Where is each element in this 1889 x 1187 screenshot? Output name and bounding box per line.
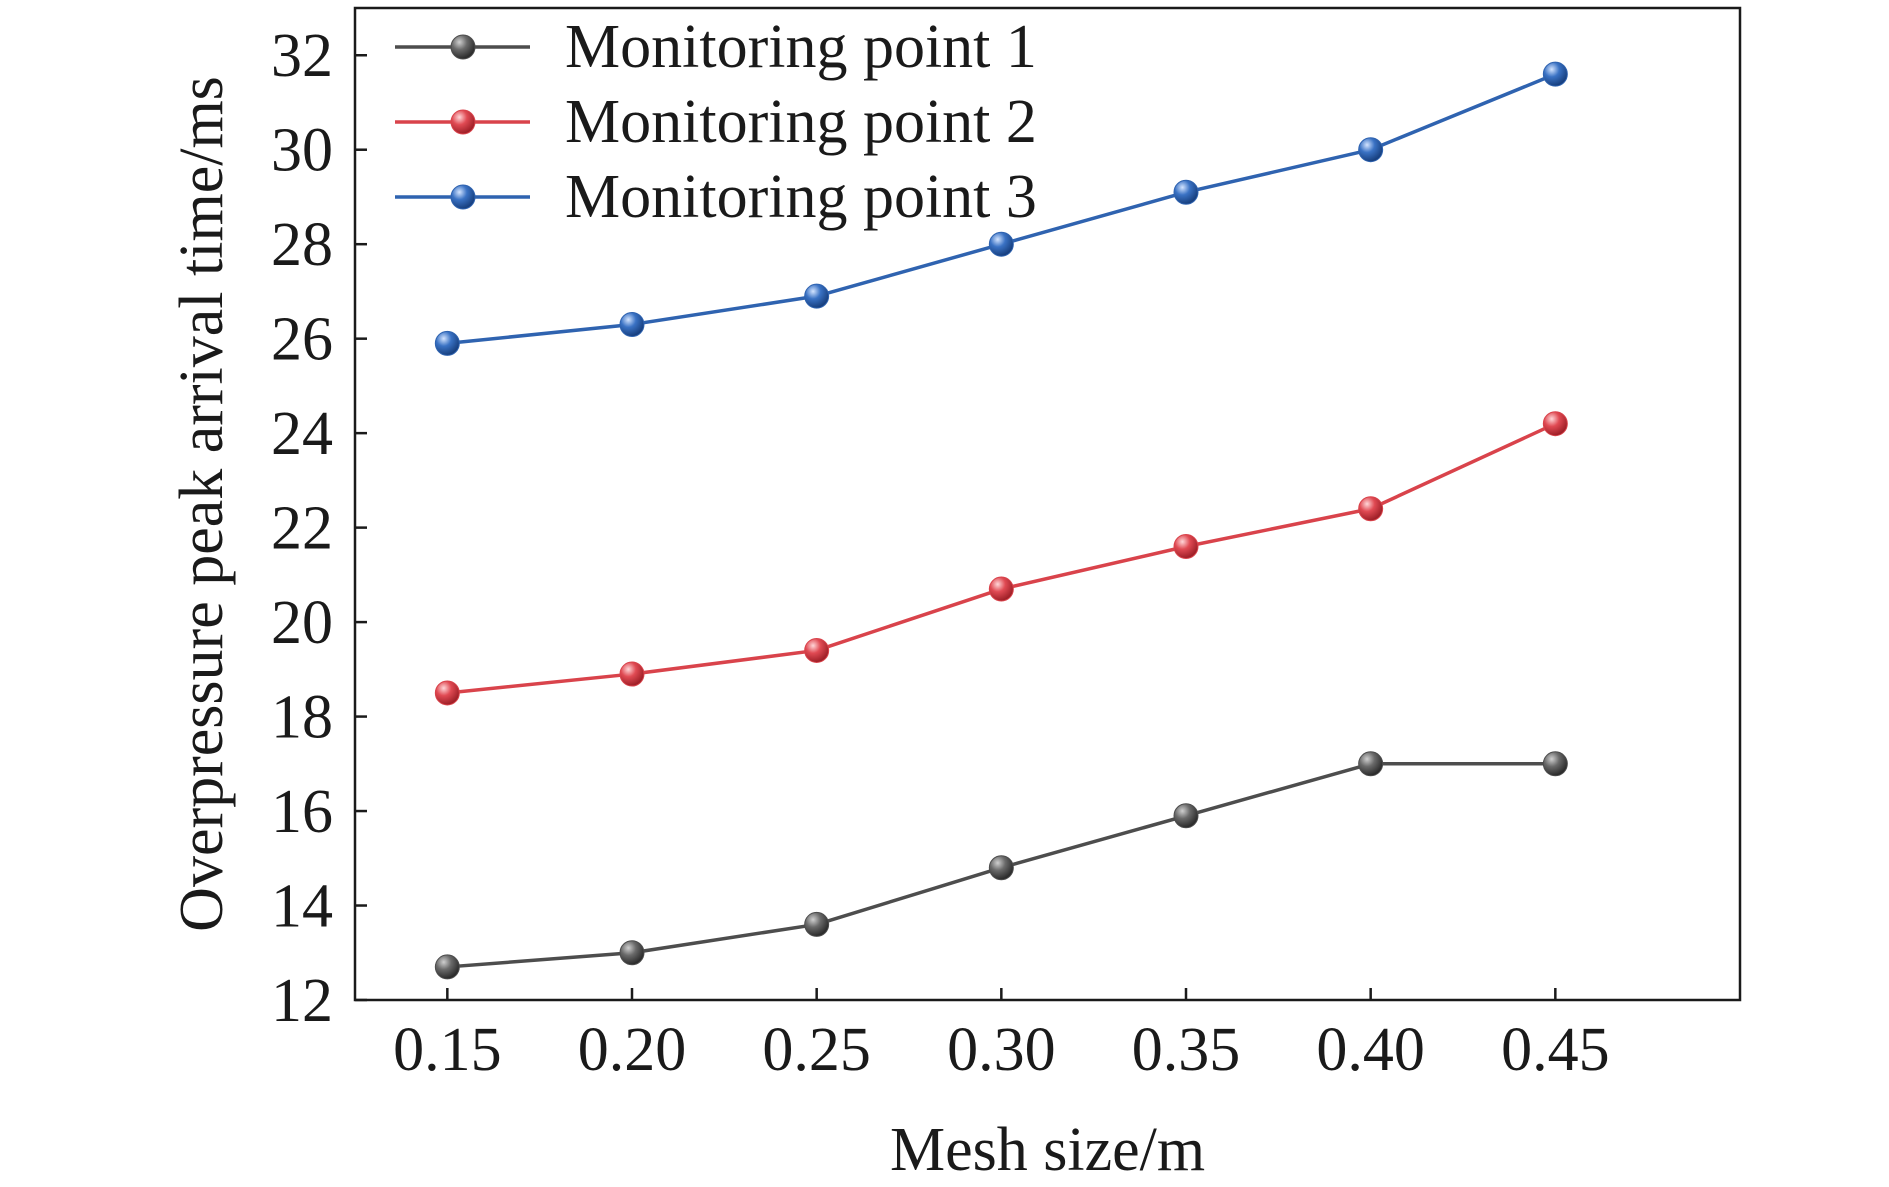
y-tick-label: 28 xyxy=(271,211,333,279)
data-point xyxy=(1358,751,1384,777)
data-point xyxy=(1173,179,1199,205)
legend: Monitoring point 1 Monitoring point 2 Moni… xyxy=(395,13,1037,231)
series-3 xyxy=(434,61,1568,356)
data-point xyxy=(804,637,830,663)
data-point xyxy=(1173,534,1199,560)
legend-label: Monitoring point 2 xyxy=(565,88,1037,156)
data-point xyxy=(619,940,645,966)
data-point xyxy=(1358,496,1384,522)
data-point xyxy=(804,283,830,309)
y-tick-label: 16 xyxy=(271,778,333,846)
x-tick-label: 0.30 xyxy=(947,1016,1056,1084)
series-2 xyxy=(434,411,1568,706)
data-point xyxy=(619,661,645,687)
legend-marker xyxy=(450,184,476,210)
y-tick-label: 24 xyxy=(271,400,333,468)
x-tick-label: 0.25 xyxy=(762,1016,871,1084)
x-tick-label: 0.40 xyxy=(1316,1016,1425,1084)
data-point xyxy=(434,680,460,706)
data-point xyxy=(988,576,1014,602)
data-point xyxy=(434,954,460,980)
plot-border xyxy=(353,6,1742,1002)
legend-item: Monitoring point 1 xyxy=(395,13,1037,81)
data-point xyxy=(804,911,830,937)
data-point xyxy=(1173,803,1199,829)
y-tick-label: 14 xyxy=(271,873,333,941)
legend-marker xyxy=(450,34,476,60)
x-tick-label: 0.35 xyxy=(1132,1016,1241,1084)
axis-layer: 12 14 16 18 20 22 24 26 28 30 32 0.15 0.20 0.25 0.30 0.… xyxy=(271,22,1610,1084)
data-point xyxy=(1542,411,1568,437)
y-tick-label: 32 xyxy=(271,22,333,90)
y-axis-title: Overpressure peak arrival time/ms xyxy=(168,76,236,932)
legend-marker xyxy=(450,109,476,135)
legend-item: Monitoring point 3 xyxy=(395,163,1037,231)
x-axis-title: Mesh size/m xyxy=(890,1116,1205,1184)
x-tick-label: 0.20 xyxy=(578,1016,687,1084)
y-tick-label: 12 xyxy=(271,967,333,1035)
y-tick-label: 22 xyxy=(271,495,333,563)
data-point xyxy=(1358,137,1384,163)
y-tick-label: 18 xyxy=(271,684,333,752)
x-tick-label: 0.15 xyxy=(393,1016,502,1084)
plot-frame xyxy=(353,6,1742,1002)
y-tick-label: 20 xyxy=(271,589,333,657)
data-point xyxy=(1542,751,1568,777)
series-1 xyxy=(434,751,1568,980)
legend-item: Monitoring point 2 xyxy=(395,88,1037,156)
data-point xyxy=(1542,61,1568,87)
y-tick-label: 26 xyxy=(271,306,333,374)
legend-label: Monitoring point 3 xyxy=(565,163,1037,231)
series-layer xyxy=(434,61,1568,980)
data-point xyxy=(988,855,1014,881)
x-tick-label: 0.45 xyxy=(1501,1016,1610,1084)
data-point xyxy=(988,231,1014,257)
y-tick-label: 30 xyxy=(271,117,333,185)
data-point xyxy=(619,311,645,337)
series-line xyxy=(447,422,1557,695)
legend-label: Monitoring point 1 xyxy=(565,13,1037,81)
data-point xyxy=(434,330,460,356)
